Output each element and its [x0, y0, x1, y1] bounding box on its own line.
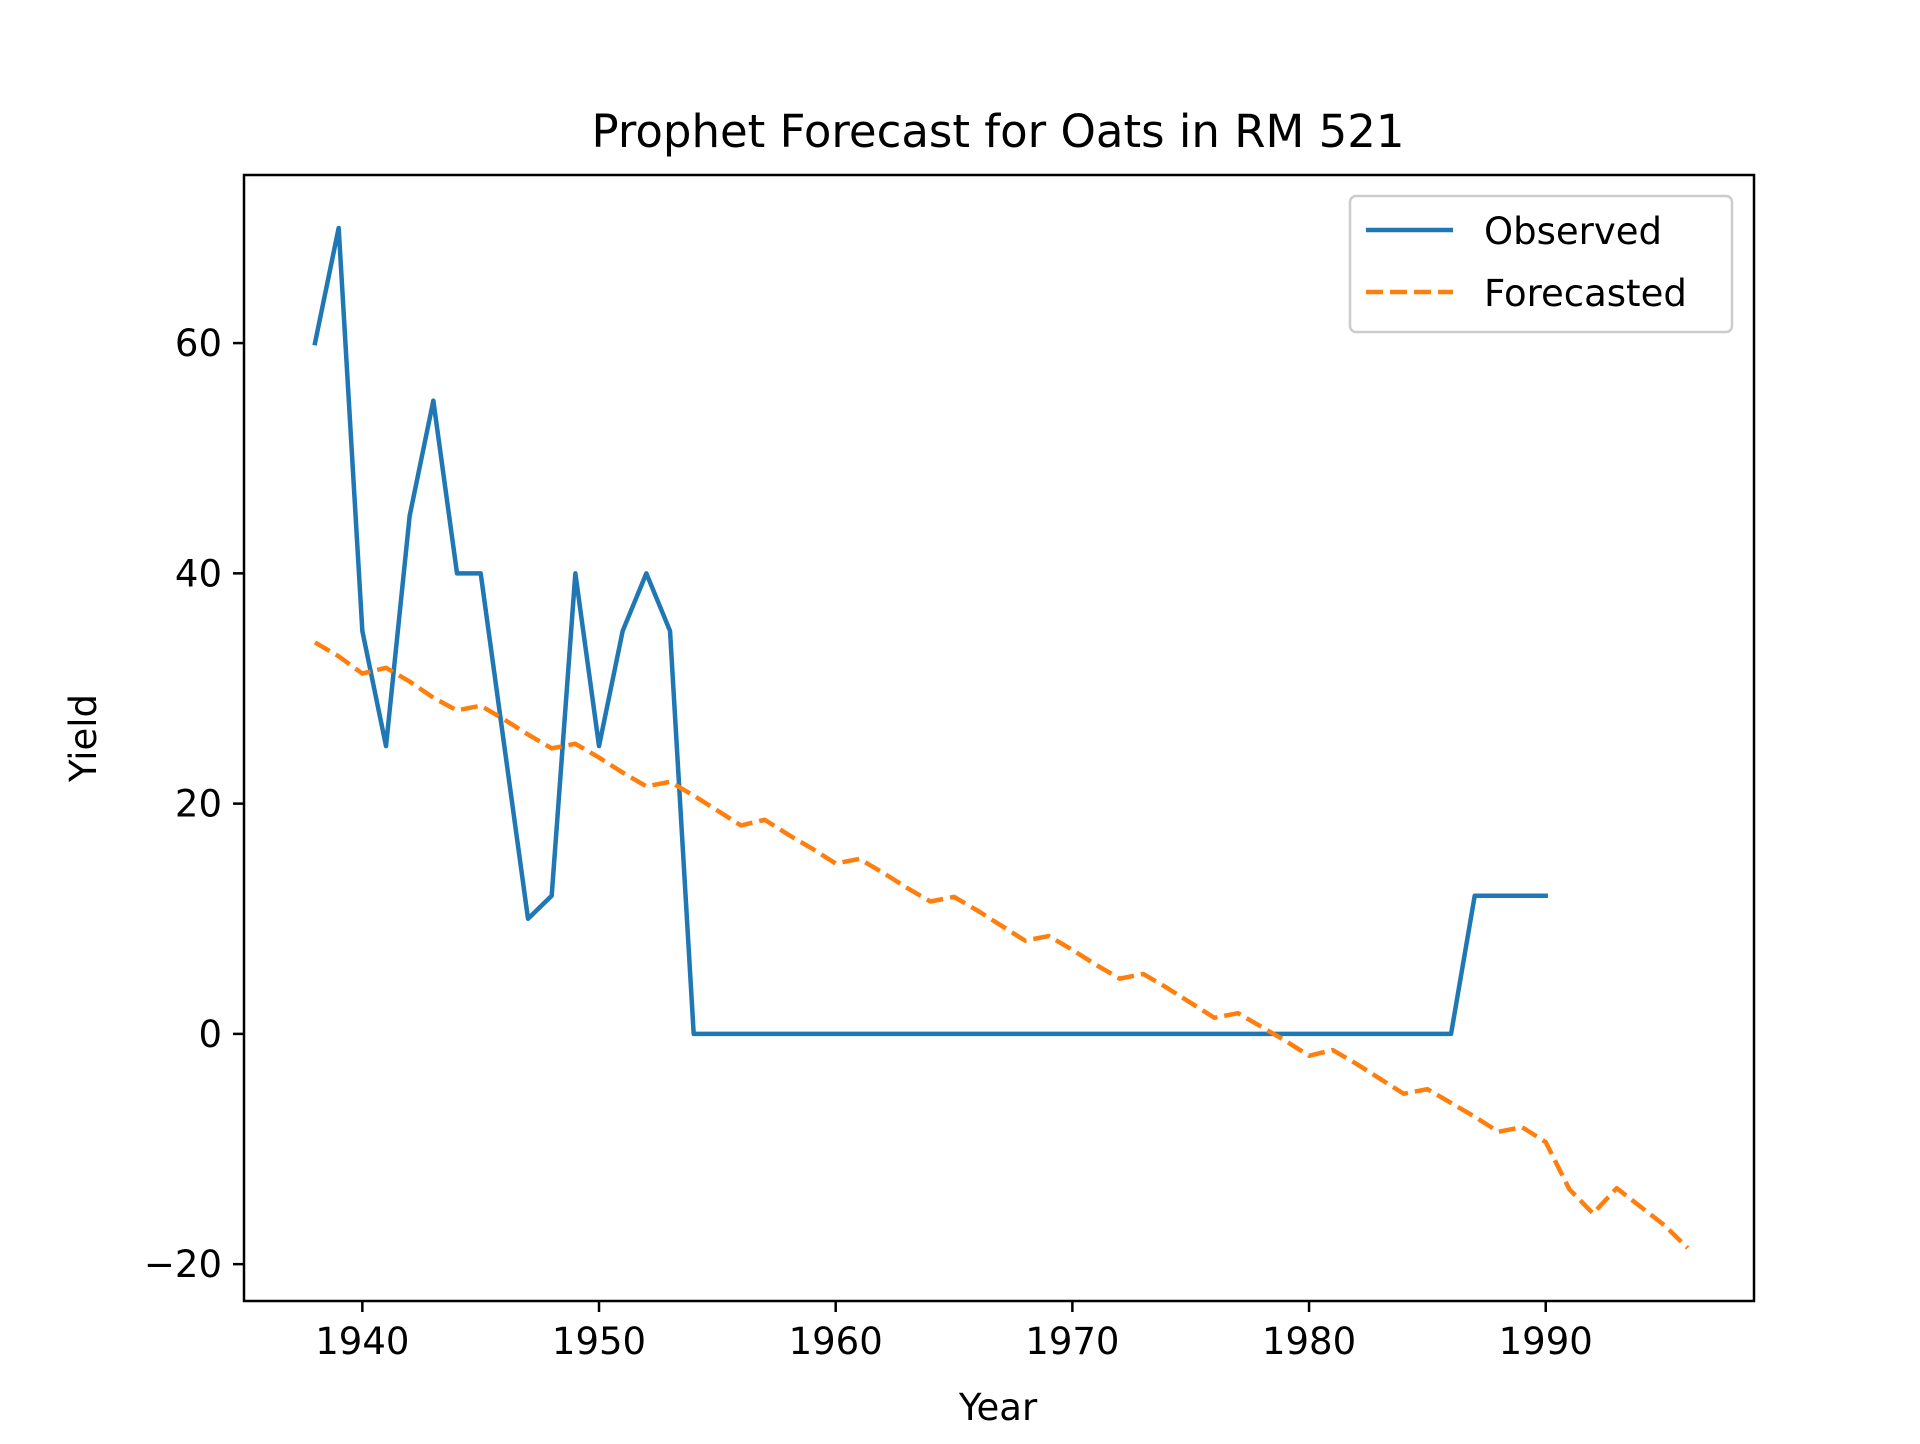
x-tick-label-1980: 1980 — [1262, 1320, 1356, 1363]
y-tick-label-20: 20 — [175, 783, 222, 826]
x-tick-label-1960: 1960 — [789, 1320, 883, 1363]
x-tick-label-1940: 1940 — [315, 1320, 409, 1363]
x-axis-label: Year — [958, 1386, 1038, 1429]
chart-title: Prophet Forecast for Oats in RM 521 — [591, 105, 1404, 158]
y-axis-label: Yield — [62, 694, 105, 783]
legend: Observed Forecasted — [1350, 196, 1732, 332]
legend-label-observed: Observed — [1484, 210, 1662, 253]
x-tick-label-1950: 1950 — [552, 1320, 646, 1363]
y-tick-label-60: 60 — [175, 322, 222, 365]
x-tick-label-1970: 1970 — [1025, 1320, 1119, 1363]
legend-label-forecasted: Forecasted — [1484, 272, 1687, 315]
y-tick-label--20: −20 — [144, 1243, 222, 1286]
x-tick-label-1990: 1990 — [1499, 1320, 1593, 1363]
y-tick-label-40: 40 — [175, 552, 222, 595]
y-tick-label-0: 0 — [198, 1013, 222, 1056]
